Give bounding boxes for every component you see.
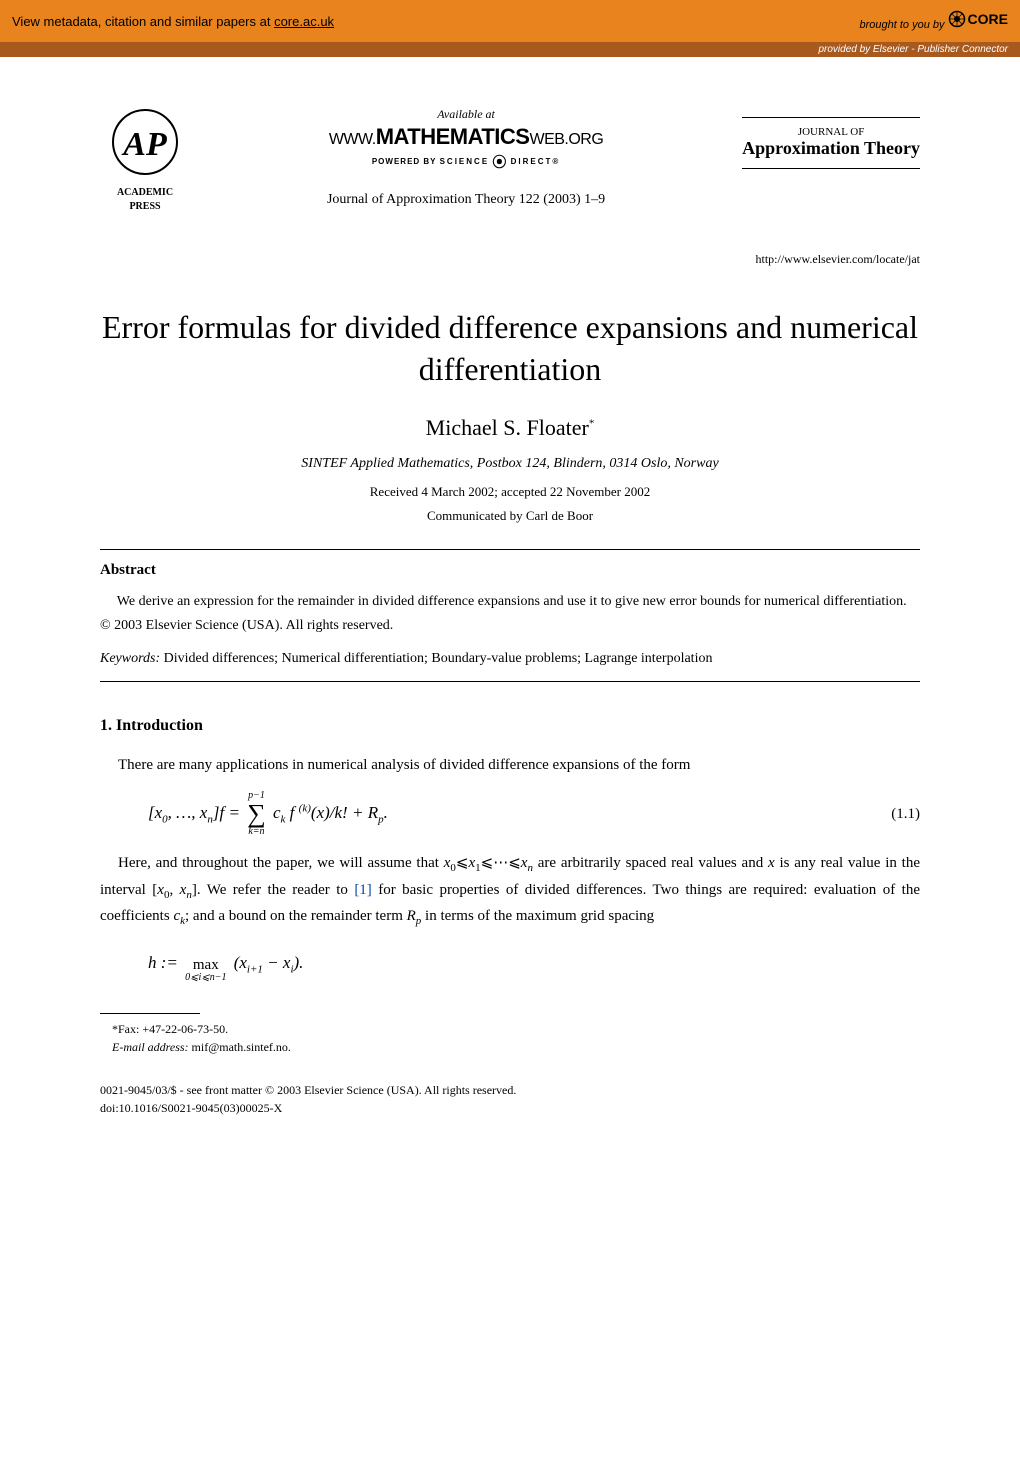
mathweb-suffix: WEB.ORG — [529, 131, 603, 148]
p2g: in terms of the maximum grid spacing — [421, 908, 654, 924]
email-label: E-mail address: — [112, 1040, 189, 1054]
eq-body: h := max0⩽i⩽n−1 (xi+1 − xi). — [148, 945, 920, 983]
fax-text: Fax: +47-22-06-73-50. — [118, 1022, 228, 1036]
bottom-line-2: doi:10.1016/S0021-9045(03)00025-X — [100, 1099, 920, 1117]
bottom-line-1: 0021-9045/03/$ - see front matter © 2003… — [100, 1081, 920, 1099]
keywords-text: Divided differences; Numerical different… — [160, 651, 712, 666]
affiliation: SINTEF Applied Mathematics, Postbox 124,… — [100, 456, 920, 472]
email-text: mif@math.sintef.no. — [189, 1040, 291, 1054]
available-at: Available at — [220, 107, 712, 122]
mathweb-www: WWW. — [329, 131, 376, 148]
author-sup: * — [589, 418, 595, 430]
atom-icon: ⦿ — [492, 154, 507, 170]
core-logo[interactable]: CORE — [948, 10, 1008, 28]
powered-direct: DIRECT® — [511, 157, 561, 166]
brought-by: brought to you by — [859, 19, 947, 31]
ref-1[interactable]: [1] — [354, 882, 372, 898]
dates: Received 4 March 2002; accepted 22 Novem… — [100, 484, 920, 500]
ap-logo: AP ACADEMIC PRESS — [100, 107, 190, 222]
communicated: Communicated by Carl de Boor — [100, 508, 920, 524]
author: Michael S. Floater* — [100, 415, 920, 441]
mathweb-logo: WWW.MATHEMATICSWEB.ORG — [220, 124, 712, 150]
core-banner: View metadata, citation and similar pape… — [0, 0, 1020, 42]
header: AP ACADEMIC PRESS Available at WWW.MATHE… — [100, 107, 920, 222]
banner-left: View metadata, citation and similar pape… — [12, 14, 334, 29]
equation-h: h := max0⩽i⩽n−1 (xi+1 − xi). — [148, 945, 920, 983]
rule — [100, 549, 920, 550]
core-logo-icon — [948, 10, 966, 28]
mathweb-main: MATHEMATICS — [376, 124, 530, 149]
rule — [100, 681, 920, 682]
equation-1-1: [x0, …, xn]f = p−1∑k=n ck f (k)(x)/k! + … — [148, 791, 920, 837]
journal-name: Approximation Theory — [742, 138, 920, 160]
journal-badge: JOURNAL OF Approximation Theory — [742, 117, 920, 169]
svg-text:AP: AP — [121, 126, 167, 163]
keywords-label: Keywords: — [100, 651, 160, 666]
journal-citation: Journal of Approximation Theory 122 (200… — [220, 192, 712, 208]
academic-press-icon: AP ACADEMIC PRESS — [100, 107, 190, 217]
svg-text:PRESS: PRESS — [129, 201, 161, 212]
keywords: Keywords: Divided differences; Numerical… — [100, 648, 920, 669]
section-1-head: 1. Introduction — [100, 717, 920, 735]
provider-strip: provided by Elsevier - Publisher Connect… — [0, 42, 1020, 57]
p2d: . We refer the reader to — [197, 882, 355, 898]
core-link[interactable]: core.ac.uk — [274, 14, 334, 29]
footnote-rule — [100, 1013, 200, 1014]
powered-by: POWERED BY SCIENCE ⦿ DIRECT® — [220, 152, 712, 172]
journal-of: JOURNAL OF — [742, 126, 920, 138]
eq-num: (1.1) — [891, 806, 920, 823]
footnote-email: E-mail address: mif@math.sintef.no. — [100, 1038, 920, 1056]
paper-title: Error formulas for divided difference ex… — [100, 307, 920, 390]
abstract-head: Abstract — [100, 562, 920, 579]
core-logo-text: CORE — [968, 11, 1008, 27]
author-name: Michael S. Floater — [426, 415, 589, 440]
journal-url: http://www.elsevier.com/locate/jat — [100, 252, 920, 267]
p2f: ; and a bound on the remainder term — [185, 908, 407, 924]
eq-body: [x0, …, xn]f = p−1∑k=n ck f (k)(x)/k! + … — [148, 791, 891, 837]
footnote-fax: *Fax: +47-22-06-73-50. — [100, 1020, 920, 1038]
para-2: Here, and throughout the paper, we will … — [100, 851, 920, 931]
header-center: Available at WWW.MATHEMATICSWEB.ORG POWE… — [220, 107, 712, 208]
bottom-info: 0021-9045/03/$ - see front matter © 2003… — [100, 1081, 920, 1117]
p2b: are arbitrarily spaced real values and — [533, 855, 768, 871]
powered-science: SCIENCE — [440, 157, 490, 166]
p2a: Here, and throughout the paper, we will … — [118, 855, 444, 871]
banner-right: brought to you by CORE — [859, 10, 1008, 33]
banner-prefix: View metadata, citation and similar pape… — [12, 14, 274, 29]
powered-prefix: POWERED BY — [372, 157, 440, 166]
page-content: AP ACADEMIC PRESS Available at WWW.MATHE… — [0, 57, 1020, 1157]
abstract-copyright: © 2003 Elsevier Science (USA). All right… — [100, 618, 920, 634]
abstract-body: We derive an expression for the remainde… — [100, 591, 920, 612]
para-1: There are many applications in numerical… — [100, 753, 920, 777]
svg-text:ACADEMIC: ACADEMIC — [117, 187, 173, 198]
